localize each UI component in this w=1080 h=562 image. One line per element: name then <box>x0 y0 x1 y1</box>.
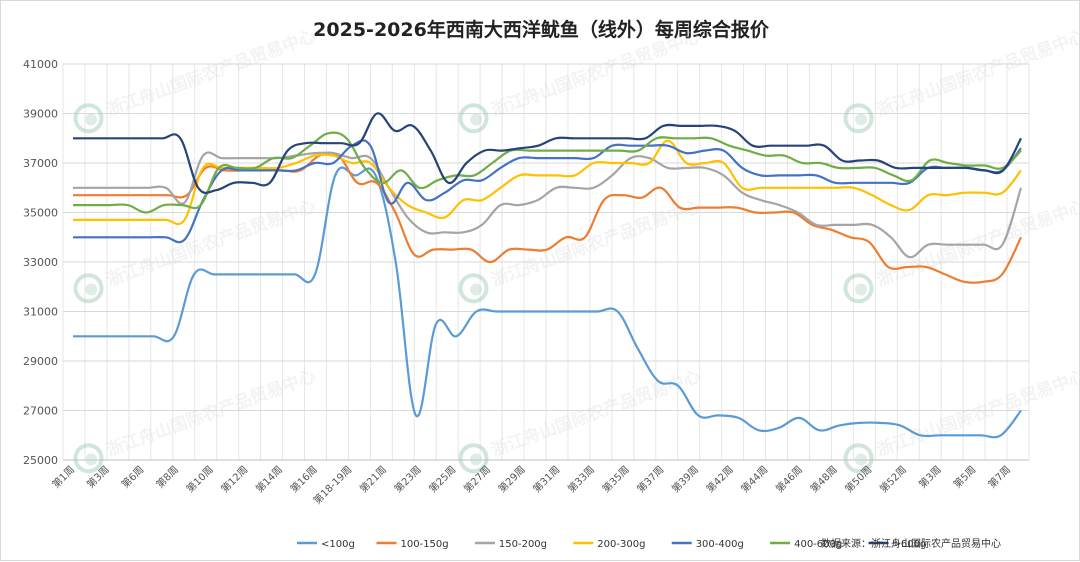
y-tick-label: 41000 <box>23 58 58 71</box>
x-tick-label: 第23周 <box>391 463 423 495</box>
watermark-text: 浙江舟山国际农产品贸易中心 <box>489 196 704 291</box>
watermark: 浙江舟山国际农产品贸易中心 <box>843 366 1080 474</box>
series-line-2 <box>72 151 1023 259</box>
x-tick-label: 第35周 <box>599 463 631 495</box>
x-tick-label: 第37周 <box>634 463 666 495</box>
x-tick-label: 第48周 <box>807 463 839 495</box>
legend-label: 150-200g <box>499 539 547 550</box>
y-tick-label: 27000 <box>23 405 58 418</box>
y-tick-label: 29000 <box>23 355 58 368</box>
legend-label: 200-300g <box>597 539 645 550</box>
watermark-logo-icon <box>843 103 874 134</box>
watermark: 浙江舟山国际农产品贸易中心 <box>458 366 704 474</box>
watermark-logo-dot-icon <box>85 453 98 466</box>
x-tick-label: 第6周 <box>119 463 147 491</box>
watermark-logo-icon <box>843 443 874 474</box>
y-tick-label: 25000 <box>23 454 58 467</box>
x-tick-label: 第44周 <box>738 463 770 495</box>
watermark-logo-dot-icon <box>470 283 483 296</box>
x-tick-label: 第7周 <box>985 463 1013 491</box>
legend-label: 400-600g <box>794 539 842 550</box>
watermark-logo-icon <box>458 443 489 474</box>
watermark: 浙江舟山国际农产品贸易中心 <box>843 26 1080 134</box>
y-tick-label: 33000 <box>23 256 58 269</box>
x-tick-label: 第39周 <box>669 463 701 495</box>
x-tick-label: 第5周 <box>951 463 979 491</box>
x-tick-label: 第14周 <box>253 463 285 495</box>
chart-title: 2025-2026年西南大西洋鱿鱼（线外）每周综合报价 <box>313 19 769 41</box>
x-tick-label: 第8周 <box>153 463 181 491</box>
x-tick-label: 第16周 <box>287 463 319 495</box>
watermark-logo-dot-icon <box>85 113 98 126</box>
watermark-logo-dot-icon <box>85 283 98 296</box>
watermark-text: 浙江舟山国际农产品贸易中心 <box>489 26 704 121</box>
x-tick-label: 第25周 <box>426 463 458 495</box>
watermark-logo-icon <box>458 103 489 134</box>
watermark-logo-icon <box>458 273 489 304</box>
x-tick-label: 第33周 <box>565 463 597 495</box>
watermark-text: 浙江舟山国际农产品贸易中心 <box>874 366 1080 461</box>
x-tick-label: 第12周 <box>218 463 250 495</box>
y-tick-label: 37000 <box>23 157 58 170</box>
x-tick-label: 第31周 <box>530 463 562 495</box>
watermark-logo-icon <box>73 103 104 134</box>
legend-label: 300-400g <box>696 539 744 550</box>
y-tick-label: 31000 <box>23 306 58 319</box>
x-tick-label: 第3周 <box>916 463 944 491</box>
watermark-text: 浙江舟山国际农产品贸易中心 <box>104 366 319 461</box>
y-tick-label: 35000 <box>23 207 58 220</box>
x-tick-label: 第21周 <box>357 463 389 495</box>
x-tick-label: 第52周 <box>877 463 909 495</box>
watermark-logo-dot-icon <box>855 113 868 126</box>
watermark-logo-icon <box>73 443 104 474</box>
legend-label: >600g <box>893 539 927 550</box>
watermark-logo-dot-icon <box>470 453 483 466</box>
watermark-logo-dot-icon <box>855 453 868 466</box>
watermark: 浙江舟山国际农产品贸易中心 <box>458 26 704 134</box>
legend-label: <100g <box>321 539 355 550</box>
source-note: 数据来源：浙江舟山国际农产品贸易中心 <box>821 537 1001 550</box>
x-tick-label: 第29周 <box>495 463 527 495</box>
x-tick-label: 第46周 <box>773 463 805 495</box>
watermark-logo-icon <box>843 273 874 304</box>
watermark-text: 浙江舟山国际农产品贸易中心 <box>104 26 319 121</box>
watermark-logo-icon <box>73 273 104 304</box>
x-tick-label: 第10周 <box>183 463 215 495</box>
y-tick-label: 39000 <box>23 108 58 121</box>
series-line-5 <box>73 131 1022 214</box>
series-line-6 <box>73 112 1022 194</box>
watermark-logo-dot-icon <box>855 283 868 296</box>
x-tick-label: 第42周 <box>703 463 735 495</box>
series-line-1 <box>73 151 1022 284</box>
watermark: 浙江舟山国际农产品贸易中心 <box>843 196 1080 304</box>
series-line-4 <box>73 139 1022 244</box>
x-tick-label: 第1周 <box>49 463 77 491</box>
watermark-logo-dot-icon <box>470 113 483 126</box>
watermark-text: 浙江舟山国际农产品贸易中心 <box>874 26 1080 121</box>
legend-label: 100-150g <box>401 539 449 550</box>
watermark-text: 浙江舟山国际农产品贸易中心 <box>489 366 704 461</box>
series-line-0 <box>73 166 1022 439</box>
